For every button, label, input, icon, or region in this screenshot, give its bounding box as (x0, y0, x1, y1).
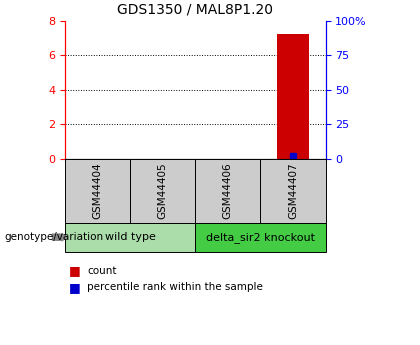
Text: GSM44406: GSM44406 (223, 162, 233, 219)
Text: genotype/variation: genotype/variation (4, 232, 103, 242)
Text: count: count (87, 266, 116, 276)
Text: wild type: wild type (105, 232, 156, 242)
Text: GSM44407: GSM44407 (288, 162, 298, 219)
Text: percentile rank within the sample: percentile rank within the sample (87, 283, 263, 292)
Text: delta_sir2 knockout: delta_sir2 knockout (206, 232, 315, 243)
Bar (277, 34, 309, 159)
Text: GSM44405: GSM44405 (158, 162, 168, 219)
Text: GSM44404: GSM44404 (93, 162, 102, 219)
Title: GDS1350 / MAL8P1.20: GDS1350 / MAL8P1.20 (117, 3, 273, 17)
Text: ■: ■ (69, 281, 81, 294)
Text: ■: ■ (69, 264, 81, 277)
